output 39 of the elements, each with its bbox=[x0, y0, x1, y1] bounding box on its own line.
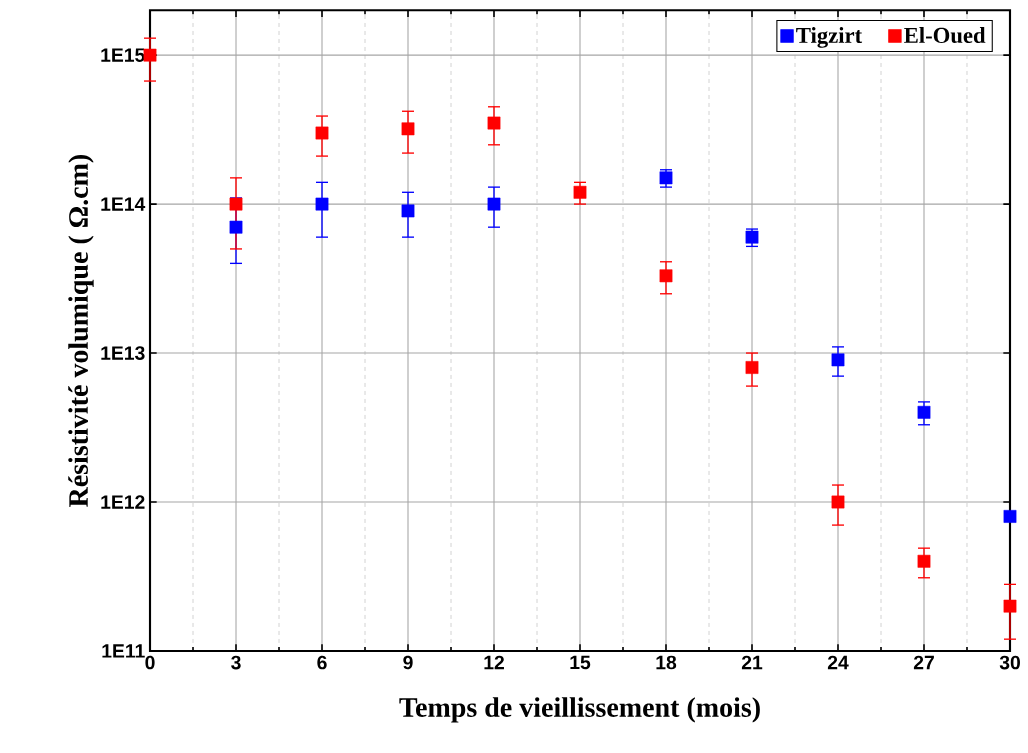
y-tick-label: 1E14 bbox=[101, 197, 146, 211]
x-tick-label: 0 bbox=[145, 655, 155, 670]
point bbox=[917, 405, 931, 419]
point bbox=[229, 197, 243, 211]
y-tick-label: 1E12 bbox=[101, 495, 145, 509]
x-tick-label: 12 bbox=[484, 655, 504, 670]
point bbox=[1003, 599, 1017, 613]
x-tick-label: 6 bbox=[317, 655, 327, 670]
y-tick-label: 1E11 bbox=[102, 644, 145, 658]
point bbox=[745, 361, 759, 374]
x-tick-label: 30 bbox=[999, 655, 1020, 670]
point bbox=[745, 230, 759, 244]
x-tick-label: 15 bbox=[570, 655, 591, 670]
point bbox=[831, 353, 845, 367]
legend-label: El-Oued bbox=[904, 27, 986, 44]
y-tick-label: 1E15 bbox=[101, 48, 145, 62]
point bbox=[143, 48, 157, 62]
point bbox=[659, 269, 673, 283]
point bbox=[401, 204, 415, 218]
point bbox=[315, 126, 329, 140]
y-axis-title: Résistivité volumique ( Ω.cm) bbox=[68, 155, 94, 507]
legend-label: Tigzirt bbox=[796, 27, 863, 48]
x-tick-label: 3 bbox=[231, 655, 241, 670]
point bbox=[917, 554, 931, 568]
y-tick-label: 1E13 bbox=[101, 346, 145, 360]
x-tick-label: 27 bbox=[913, 655, 934, 670]
point bbox=[487, 197, 501, 211]
x-axis-title: Temps de vieillissement (mois) bbox=[399, 697, 760, 723]
point bbox=[401, 122, 415, 136]
point bbox=[831, 495, 845, 509]
x-tick-label: 24 bbox=[827, 655, 849, 670]
point bbox=[573, 185, 587, 199]
x-tick-label: 18 bbox=[656, 655, 677, 670]
point bbox=[487, 116, 501, 130]
point bbox=[229, 220, 243, 234]
point bbox=[315, 197, 329, 211]
point bbox=[1003, 510, 1017, 523]
x-tick-label: 21 bbox=[741, 655, 763, 670]
x-tick-label: 9 bbox=[403, 655, 413, 670]
